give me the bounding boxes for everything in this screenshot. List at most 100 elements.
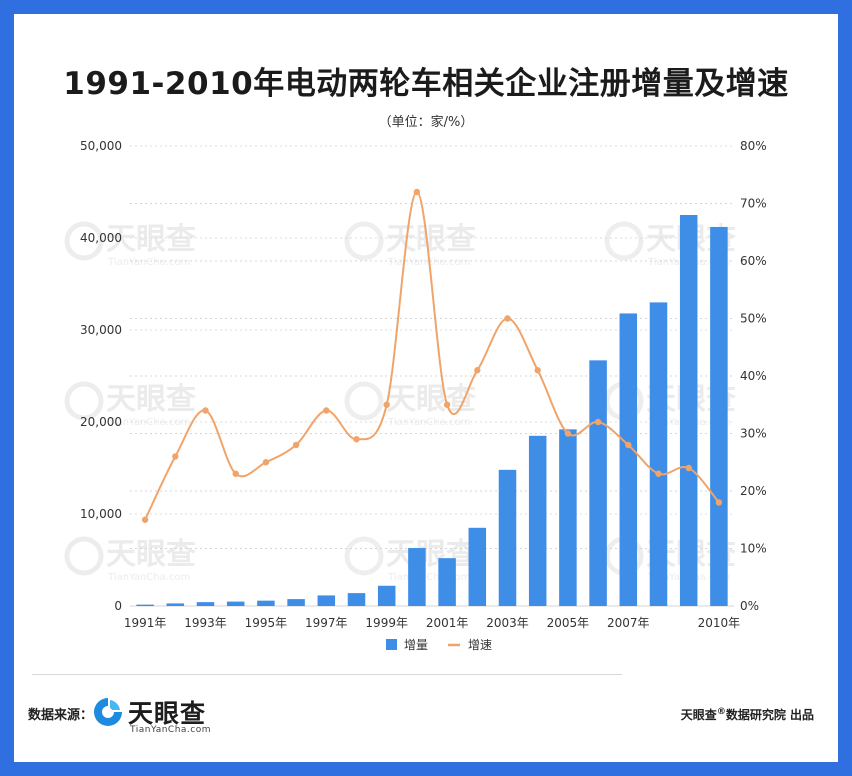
x-tick-label: 2005年 xyxy=(547,616,590,630)
chart-subtitle: （单位：家/%） xyxy=(378,115,474,130)
growth-rate-line xyxy=(144,190,720,521)
growth-rate-point xyxy=(594,418,602,426)
y-left-tick-label: 30,000 xyxy=(80,323,122,337)
growth-rate-point xyxy=(564,430,572,437)
y-left-tick-label: 0 xyxy=(114,599,122,613)
growth-rate-point xyxy=(655,470,662,477)
chart-card: 1991-2010年电动两轮车相关企业注册增量及增速 （单位：家/%） 天眼查 T… xyxy=(14,14,838,762)
growth-rate-point xyxy=(474,367,481,374)
y-right-tick-label: 10% xyxy=(740,542,767,556)
x-tick-label: 2010年 xyxy=(698,616,741,630)
legend-bar-swatch xyxy=(386,639,397,650)
bar xyxy=(619,313,638,606)
growth-rate-point xyxy=(262,459,270,466)
bar xyxy=(438,558,456,606)
growth-rate-point xyxy=(292,441,300,449)
y-right-tick-label: 20% xyxy=(740,484,767,498)
bar xyxy=(528,435,547,606)
watermark-logo-icon xyxy=(64,536,104,576)
x-tick-label: 2007年 xyxy=(607,616,650,630)
footer-divider xyxy=(32,674,622,675)
y-right-tick-label: 60% xyxy=(740,254,767,268)
y-right-tick-label: 70% xyxy=(740,197,767,211)
growth-rate-point xyxy=(413,188,421,196)
growth-rate-point xyxy=(202,407,209,414)
bar xyxy=(287,599,305,606)
logo-name: 天眼查 xyxy=(128,699,207,728)
tianyancha-logo: 天眼查 TianYanCha.com xyxy=(92,694,242,738)
x-tick-label: 1997年 xyxy=(305,616,348,630)
watermark-text: 天眼查 xyxy=(386,537,476,572)
growth-rate-point xyxy=(383,401,390,408)
x-tick-label: 2003年 xyxy=(486,616,529,630)
y-left-tick-label: 40,000 xyxy=(80,231,122,245)
watermark-url: TianYanCha.com xyxy=(107,417,190,428)
bar xyxy=(257,600,275,606)
x-tick-label: 1995年 xyxy=(245,616,288,630)
combo-chart: 天眼查TianYanCha.com天眼查TianYanCha.com天眼查Tia… xyxy=(64,139,767,652)
watermark-url: TianYanCha.com xyxy=(387,417,470,428)
y-right-tick-label: 30% xyxy=(740,427,767,441)
bar xyxy=(679,215,698,606)
growth-rate-point xyxy=(685,464,692,472)
watermark-url: TianYanCha.com xyxy=(387,572,470,583)
growth-rate-point xyxy=(172,453,179,460)
x-tick-label: 2001年 xyxy=(426,616,469,630)
watermark-text: 天眼查 xyxy=(386,382,476,417)
growth-rate-point xyxy=(443,401,451,408)
legend-bar-label: 增量 xyxy=(404,638,428,652)
x-tick-label: 1991年 xyxy=(124,616,167,630)
watermark-url: TianYanCha.com xyxy=(107,572,190,583)
x-tick-label: 1999年 xyxy=(365,616,408,630)
bar xyxy=(468,527,487,606)
bar xyxy=(136,604,154,606)
bar xyxy=(498,469,517,606)
publisher-rest: 数据研究院 出品 xyxy=(725,708,814,722)
bar xyxy=(226,601,245,606)
footer-source-label: 数据来源： xyxy=(28,708,94,723)
watermark-logo-icon xyxy=(344,536,384,576)
watermark-url: TianYanCha.com xyxy=(107,257,190,268)
y-right-tick-label: 80% xyxy=(740,139,767,153)
bar xyxy=(166,603,185,606)
watermark-text: 天眼查 xyxy=(106,222,196,257)
watermark-text: 天眼查 xyxy=(386,222,476,257)
growth-rate-point xyxy=(715,499,723,506)
x-tick-label: 1993年 xyxy=(184,616,227,630)
bar xyxy=(377,585,396,606)
watermark-text: 天眼查 xyxy=(106,537,196,572)
publisher-credit: 天眼查®数据研究院 出品 xyxy=(681,706,814,723)
growth-rate-point xyxy=(504,315,511,322)
registered-mark: ® xyxy=(716,707,726,717)
bar xyxy=(317,595,336,606)
watermark-logo-icon xyxy=(64,381,104,421)
growth-rate-point xyxy=(323,407,330,414)
bar xyxy=(408,548,426,606)
growth-rate-point xyxy=(625,441,632,449)
watermark-text: 天眼查 xyxy=(106,382,196,417)
y-right-tick-label: 50% xyxy=(740,312,767,326)
y-left-tick-label: 50,000 xyxy=(80,139,122,153)
y-left-tick-label: 20,000 xyxy=(80,415,122,429)
growth-rate-point xyxy=(141,516,149,523)
legend-line-label: 增速 xyxy=(468,638,492,652)
y-left-tick-label: 10,000 xyxy=(80,507,122,521)
bar xyxy=(710,226,728,606)
growth-rate-point xyxy=(534,367,541,374)
bar xyxy=(559,429,577,606)
chart-title: 1991-2010年电动两轮车相关企业注册增量及增速 xyxy=(63,66,789,102)
publisher-brand: 天眼查 xyxy=(680,708,717,722)
bar xyxy=(649,302,668,606)
watermark-logo-icon xyxy=(344,381,384,421)
watermark-logo-icon xyxy=(604,221,644,261)
bar xyxy=(589,360,607,606)
watermark-logo-icon xyxy=(344,221,384,261)
y-right-tick-label: 0% xyxy=(740,599,759,613)
logo-url: TianYanCha.com xyxy=(130,725,212,735)
watermark-logo-icon xyxy=(64,221,104,261)
tianyancha-logo-icon xyxy=(94,698,122,726)
